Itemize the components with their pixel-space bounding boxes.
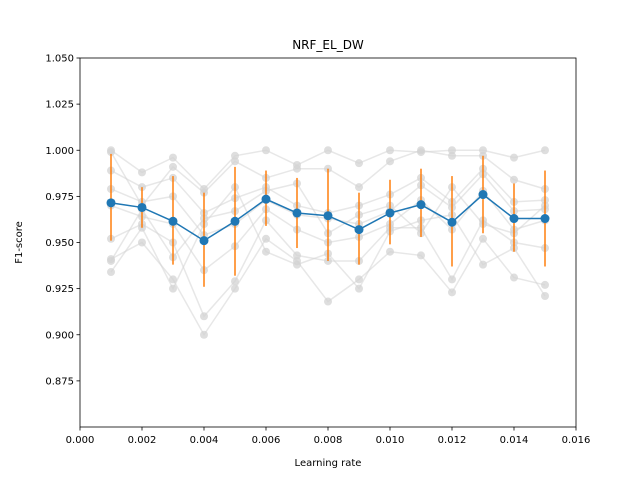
run-point	[231, 277, 239, 286]
run-point	[510, 273, 518, 282]
run-point	[541, 280, 549, 289]
run-point	[448, 288, 456, 297]
run-point	[200, 330, 208, 339]
run-point	[355, 183, 363, 192]
y-tick-label: 1.000	[45, 146, 74, 157]
x-tick-label: 0.012	[438, 435, 467, 446]
run-point	[417, 251, 425, 260]
run-point	[417, 146, 425, 155]
y-tick-label: 0.975	[45, 192, 74, 203]
run-point	[262, 234, 270, 243]
x-axis-title: Learning rate	[295, 458, 362, 469]
mean-point	[509, 214, 519, 224]
run-point	[386, 157, 394, 166]
run-point	[231, 157, 239, 166]
mean-point	[292, 208, 302, 218]
y-tick-label: 0.925	[45, 284, 74, 295]
mean-point	[447, 217, 457, 227]
y-axis: 0.875 0.900 0.925 0.950 0.975 1.000 1.025 1.050	[45, 54, 80, 387]
run-point	[107, 148, 115, 157]
run-point	[448, 275, 456, 284]
run-point	[138, 238, 146, 247]
run-point	[541, 292, 549, 301]
run-point	[386, 247, 394, 256]
x-axis: 0.000 0.002 0.004 0.006 0.008 0.010 0.012 0.014…	[66, 427, 591, 446]
error-bars	[110, 153, 546, 287]
run-point	[293, 164, 301, 173]
run-point	[262, 146, 270, 155]
run-point	[355, 275, 363, 284]
run-point	[169, 275, 177, 284]
run-point	[479, 234, 487, 243]
mean-point	[416, 200, 426, 210]
run-point	[231, 151, 239, 160]
run-point	[169, 284, 177, 293]
mean-point	[261, 194, 271, 204]
y-tick-label: 0.900	[45, 330, 74, 341]
y-axis-title: F1-score	[14, 221, 25, 264]
run-point	[355, 159, 363, 168]
run-point	[138, 168, 146, 177]
mean-point	[137, 202, 147, 212]
run-point	[107, 256, 115, 265]
run-point	[169, 153, 177, 162]
run-point	[355, 284, 363, 293]
y-tick-label: 1.050	[45, 54, 74, 65]
run-point	[479, 146, 487, 155]
run-point	[510, 153, 518, 162]
run-point	[479, 260, 487, 269]
run-point	[386, 146, 394, 155]
x-tick-label: 0.008	[314, 435, 343, 446]
x-tick-label: 0.002	[128, 435, 157, 446]
x-tick-label: 0.000	[66, 435, 95, 446]
y-tick-label: 1.025	[45, 100, 74, 111]
mean-point	[540, 214, 550, 224]
mean-point	[199, 236, 209, 246]
x-tick-label: 0.004	[190, 435, 219, 446]
x-tick-label: 0.006	[252, 435, 281, 446]
mean-series	[106, 190, 550, 246]
run-point	[293, 251, 301, 260]
run-point	[107, 268, 115, 277]
mean-point	[168, 216, 178, 226]
run-point	[448, 151, 456, 160]
run-point	[169, 162, 177, 171]
run-point	[231, 284, 239, 293]
run-point	[324, 297, 332, 306]
y-tick-label: 0.875	[45, 376, 74, 387]
run-point	[324, 146, 332, 155]
run-point	[293, 260, 301, 269]
run-point	[262, 247, 270, 256]
x-tick-label: 0.010	[376, 435, 405, 446]
run-point	[200, 312, 208, 321]
run-lines	[107, 146, 549, 339]
run-point	[541, 146, 549, 155]
run-point	[448, 146, 456, 155]
mean-point	[230, 216, 240, 226]
mean-point	[354, 225, 364, 235]
mean-point	[385, 208, 395, 218]
x-tick-label: 0.016	[562, 435, 591, 446]
run-point	[510, 175, 518, 184]
mean-point	[478, 190, 488, 200]
mean-point	[323, 211, 333, 221]
mean-point	[106, 198, 116, 208]
chart-title: NRF_EL_DW	[292, 38, 364, 52]
x-tick-label: 0.014	[500, 435, 529, 446]
y-tick-label: 0.950	[45, 238, 74, 249]
